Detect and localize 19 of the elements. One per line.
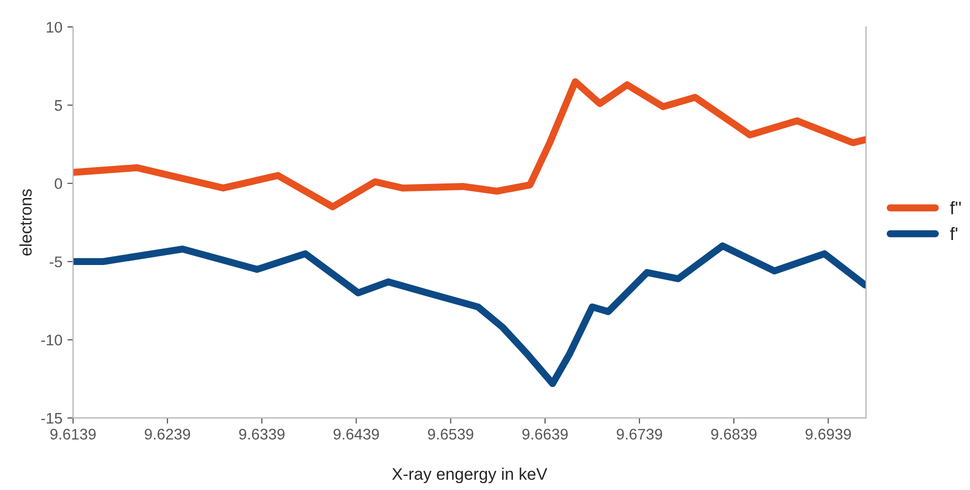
x-axis-title: X-ray engergy in keV — [392, 468, 548, 484]
x-tick-label: 9.6139 — [50, 428, 96, 440]
x-tick-label: 9.6639 — [522, 428, 568, 440]
y-tick-label: -15 — [41, 412, 62, 424]
legend-label: f'' — [950, 201, 961, 214]
y-axis-title: electrons — [19, 189, 32, 256]
x-tick-label: 9.6339 — [239, 428, 284, 440]
x-tick-label: 9.6539 — [428, 428, 474, 440]
x-tick-label: 9.6939 — [806, 428, 851, 440]
x-tick-label: 9.6739 — [616, 428, 662, 440]
legend-label: f' — [950, 226, 958, 240]
y-tick-label: -5 — [50, 256, 62, 268]
y-tick-label: 0 — [54, 178, 62, 190]
y-tick-label: 5 — [54, 100, 62, 111]
x-tick-label: 9.6239 — [144, 428, 190, 440]
x-tick-label: 9.6839 — [711, 428, 756, 440]
x-tick-label: 9.6439 — [334, 428, 379, 440]
y-tick-label: 10 — [46, 22, 62, 33]
y-tick-label: -10 — [41, 334, 62, 346]
